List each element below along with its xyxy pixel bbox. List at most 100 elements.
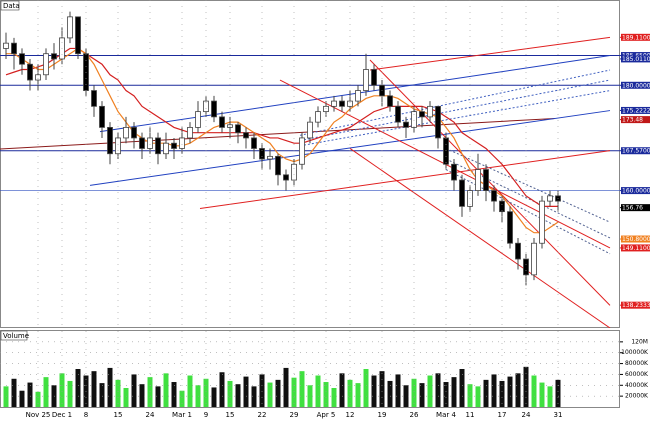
volume-bar (347, 379, 353, 407)
volume-bar (547, 386, 553, 407)
candle-body (355, 90, 361, 102)
x-tick-label: 24 (522, 411, 531, 419)
volume-title: Volume (3, 332, 29, 340)
y-tick-label-box (621, 204, 650, 212)
candle-body (347, 100, 353, 107)
volume-bar (411, 378, 417, 407)
y-tick-label-box (621, 244, 650, 252)
trend-line (369, 59, 611, 306)
trend-line (299, 79, 611, 142)
trend-line (445, 169, 611, 255)
y-tick-label-box (621, 116, 650, 124)
volume-bar (283, 367, 289, 407)
candle-body (107, 127, 113, 155)
y-tick-label: 175.2222 (622, 107, 650, 114)
candle-body (299, 137, 305, 165)
candle-body (251, 137, 257, 149)
x-tick-label: Nov 25 (26, 411, 51, 419)
x-tick-label: Apr 5 (317, 411, 336, 419)
y-tick-label: 173.48 (622, 117, 643, 124)
candle-body (331, 100, 337, 107)
x-tick-label: 9 (204, 411, 208, 419)
candle-body (275, 155, 281, 176)
volume-bar (451, 377, 457, 407)
volume-bar (251, 386, 257, 407)
x-tick-label: 19 (378, 411, 387, 419)
trend-line (349, 148, 611, 328)
y-tick-label: 160.0000 (622, 188, 650, 195)
candle-body (67, 16, 73, 39)
candle-body (259, 148, 265, 160)
x-tick-label: 29 (290, 411, 299, 419)
candle-body (491, 190, 497, 202)
x-tick-label: 31 (554, 411, 563, 419)
trend-line (445, 148, 611, 223)
x-tick-label: Dec 1 (52, 411, 72, 419)
volume-bar (443, 382, 449, 407)
x-tick-label: 11 (466, 411, 475, 419)
candle-body (267, 155, 273, 160)
volume-y-tick-label: 100000K (621, 349, 649, 356)
title-box (0, 0, 20, 11)
volume-bar (75, 369, 81, 407)
volume-y-tick-label: 40000K (625, 382, 649, 389)
x-tick-label: 15 (114, 411, 123, 419)
volume-bar (131, 374, 137, 407)
volume-bar (555, 379, 561, 407)
candle-body (43, 53, 49, 76)
volume-bar (123, 388, 129, 407)
trend-line (299, 69, 611, 136)
candle-body (459, 179, 465, 207)
volume-bar (339, 373, 345, 407)
volume-bar (203, 378, 209, 407)
volume-bar (91, 371, 97, 407)
volume-panel (0, 330, 620, 408)
candle-body (243, 132, 249, 139)
y-tick-label-box (621, 81, 650, 89)
volume-bar (147, 377, 153, 407)
volume-bar (211, 387, 217, 407)
x-tick-label: 15 (226, 411, 235, 419)
volume-bar (3, 386, 9, 407)
y-tick-label: 156.76 (622, 205, 643, 212)
volume-bar (35, 391, 41, 407)
volume-bar (427, 375, 433, 407)
volume-bar (483, 379, 489, 407)
volume-bar (499, 380, 505, 407)
candle-body (411, 111, 417, 128)
y-tick-label-box (621, 33, 650, 41)
y-tick-label: 167.5700 (622, 148, 650, 155)
volume-bar (507, 376, 513, 407)
volume-bar (99, 383, 105, 407)
volume-bar (395, 374, 401, 407)
candle-body (75, 16, 81, 55)
volume-bar (323, 382, 329, 407)
volume-y-tick-label: 80000K (625, 360, 649, 367)
price-panel (0, 0, 620, 328)
candle-body (19, 53, 25, 65)
volume-bar (139, 384, 145, 407)
volume-bar (435, 373, 441, 407)
candle-body (499, 200, 505, 213)
volume-bar (331, 388, 337, 407)
y-tick-label-box (621, 187, 650, 195)
candle-body (403, 121, 409, 128)
candle-body (11, 42, 17, 55)
candle-body (395, 105, 401, 123)
candle-body (163, 142, 169, 155)
volume-bar (43, 377, 49, 407)
candle-body (51, 53, 57, 60)
candle-body (99, 105, 105, 128)
x-tick-label: 26 (410, 411, 419, 419)
volume-bar (171, 382, 177, 407)
candle-body (155, 137, 161, 155)
volume-bar (459, 369, 465, 407)
candle-body (35, 74, 41, 81)
candle-body (451, 163, 457, 181)
chart-title: Data (3, 2, 20, 10)
trend-line (99, 55, 611, 133)
candle-body (115, 137, 121, 155)
trend-line (199, 150, 611, 209)
volume-bar (307, 385, 313, 407)
volume-title-box (0, 330, 28, 341)
